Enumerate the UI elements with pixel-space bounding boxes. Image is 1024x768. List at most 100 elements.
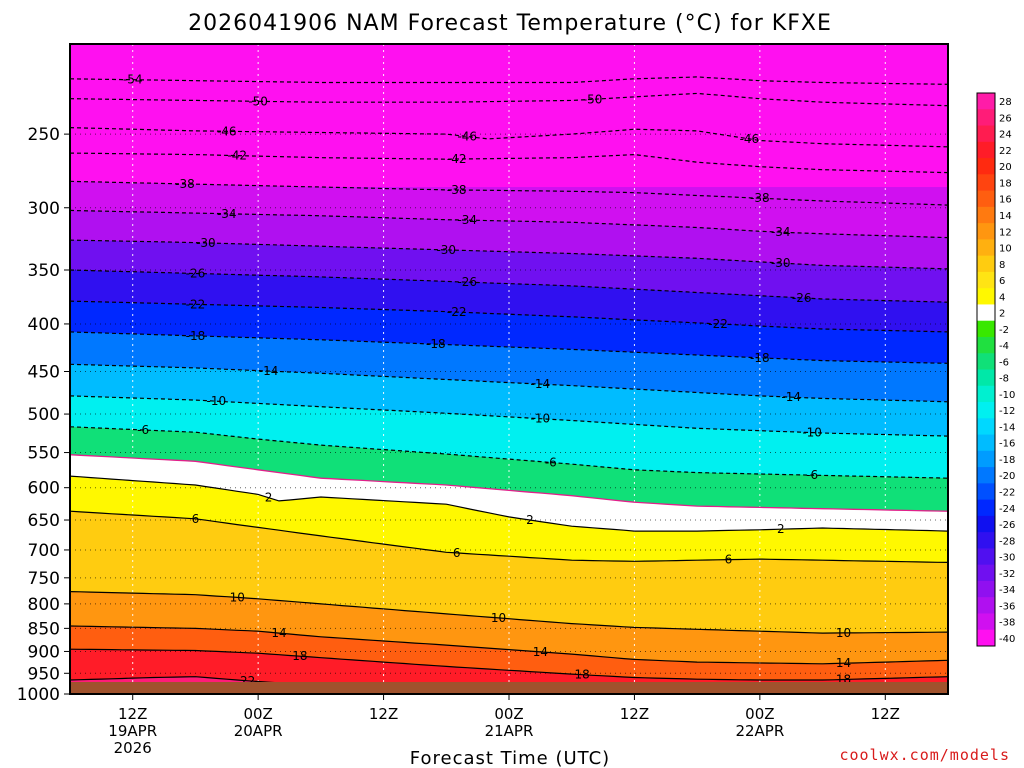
- colorbar-swatch: [977, 418, 995, 436]
- colorbar-swatch: [977, 288, 995, 305]
- contour-label: -38: [175, 177, 195, 191]
- x-tick-label: 2026: [114, 739, 152, 757]
- colorbar-swatch: [977, 320, 995, 338]
- y-tick-label: 350: [28, 261, 60, 281]
- colorbar-label: -24: [999, 504, 1015, 515]
- contour-label: -6: [137, 423, 149, 437]
- temperature-fill: [70, 240, 948, 303]
- contour-label: -18: [750, 351, 770, 365]
- x-tick-label: 12Z: [620, 705, 649, 723]
- x-tick-label: 12Z: [871, 705, 900, 723]
- colorbar-label: -2: [999, 325, 1009, 336]
- colorbar-swatch: [977, 532, 995, 549]
- contour-line: [70, 591, 948, 634]
- colorbar-swatch: [977, 613, 995, 631]
- colorbar-label: -8: [999, 374, 1009, 385]
- contour-label: -18: [186, 329, 206, 343]
- contour-label: 10: [230, 590, 245, 604]
- contour-line: [70, 454, 948, 512]
- colorbar-swatch: [977, 223, 995, 240]
- colorbar-swatch: [977, 467, 995, 484]
- colorbar-label: 12: [999, 227, 1012, 238]
- colorbar-label: -30: [999, 553, 1015, 564]
- colorbar: 28 26 24 22 20 18 16 14 12 10 8 6 4 2 -2 -4 -6 -8 -10 -12 -1…: [976, 92, 1015, 647]
- contour-label: -42: [447, 152, 467, 166]
- colorbar-label: 24: [999, 130, 1012, 141]
- contour-label: -30: [436, 243, 456, 257]
- y-tick-label: 950: [28, 664, 60, 684]
- colorbar-swatch: [977, 629, 995, 647]
- contour-label: -22: [447, 305, 467, 319]
- colorbar-label: -26: [999, 520, 1015, 531]
- x-axis-label: Forecast Time (UTC): [410, 748, 610, 768]
- plot-frame: [69, 43, 949, 695]
- temperature-fill: [70, 331, 948, 402]
- colorbar-label: -10: [999, 390, 1015, 401]
- contour-label: -14: [531, 377, 551, 391]
- contour-line: [70, 180, 948, 206]
- temperature-fill: [70, 181, 948, 238]
- colorbar-swatch: [977, 141, 995, 159]
- y-tick-label: 250: [28, 125, 60, 145]
- colorbar-swatch: [977, 271, 995, 289]
- contour-label: -30: [196, 236, 216, 250]
- colorbar-swatch: [977, 499, 995, 517]
- contour-label: 6: [725, 553, 733, 567]
- colorbar-label: 2: [999, 309, 1005, 320]
- contour-label: 14: [533, 645, 548, 659]
- contour-label: -14: [259, 364, 279, 378]
- y-tick-label: 650: [28, 511, 60, 531]
- temperature-fill: [70, 364, 948, 437]
- temperature-fill: [70, 395, 948, 479]
- colorbar-label: -22: [999, 487, 1015, 498]
- temperature-fill: [70, 626, 948, 680]
- x-tick-label: 00Z: [243, 705, 272, 723]
- colorbar-label: -12: [999, 406, 1015, 417]
- colorbar-label: 10: [999, 244, 1012, 255]
- contour-label: 6: [453, 546, 461, 560]
- colorbar-swatch: [977, 158, 995, 175]
- x-tick-label: 19APR: [108, 722, 157, 740]
- x-tick-label: 22APR: [735, 722, 784, 740]
- chart-title: 2026041906 NAM Forecast Temperature (°C)…: [188, 11, 832, 36]
- x-tick-label: 00Z: [494, 705, 523, 723]
- contour-label: 10: [491, 611, 506, 625]
- contour-label: -10: [207, 394, 227, 408]
- colorbar-frame: [976, 92, 996, 647]
- colorbar-swatch: [977, 580, 995, 598]
- contour-label: 10: [836, 626, 851, 640]
- contour-line: [70, 648, 948, 681]
- colorbar-label: -38: [999, 618, 1015, 629]
- contour-label: -34: [457, 213, 477, 227]
- colorbar-label: -20: [999, 471, 1015, 482]
- colorbar-label: 14: [999, 211, 1012, 222]
- colorbar-swatch: [977, 206, 995, 224]
- contour-label: -10: [531, 412, 551, 426]
- colorbar-swatch: [977, 336, 995, 354]
- contour-label: 2: [526, 513, 534, 527]
- colorbar-label: -14: [999, 422, 1015, 433]
- temperature-fill: [70, 426, 948, 512]
- contour-label: -46: [217, 124, 237, 138]
- y-tick-label: 750: [28, 569, 60, 589]
- colorbar-label: -4: [999, 341, 1009, 352]
- x-tick-label: 21APR: [485, 722, 534, 740]
- contour-label: -38: [750, 191, 770, 205]
- colorbar-swatch: [977, 450, 995, 468]
- colorbar-swatch: [977, 597, 995, 614]
- colorbar-swatch: [977, 353, 995, 370]
- y-tick-label: 500: [28, 405, 60, 425]
- plot-area: -54 -50 -50 -46 -46 -46 -42 -42 -38 -38 -38 -34 -34 -…: [70, 44, 948, 694]
- contour-label: -14: [781, 390, 801, 404]
- colorbar-label: -16: [999, 439, 1015, 450]
- y-tick-label: 600: [28, 479, 60, 499]
- temperature-fill: [70, 270, 948, 332]
- contour-label: 14: [271, 626, 286, 640]
- colorbar-swatch: [977, 304, 995, 322]
- contour-label: -34: [771, 225, 791, 239]
- colorbar-swatch: [977, 564, 995, 582]
- contour-label: 2: [777, 522, 785, 536]
- colorbar-swatch: [977, 93, 995, 110]
- colorbar-label: -32: [999, 569, 1015, 580]
